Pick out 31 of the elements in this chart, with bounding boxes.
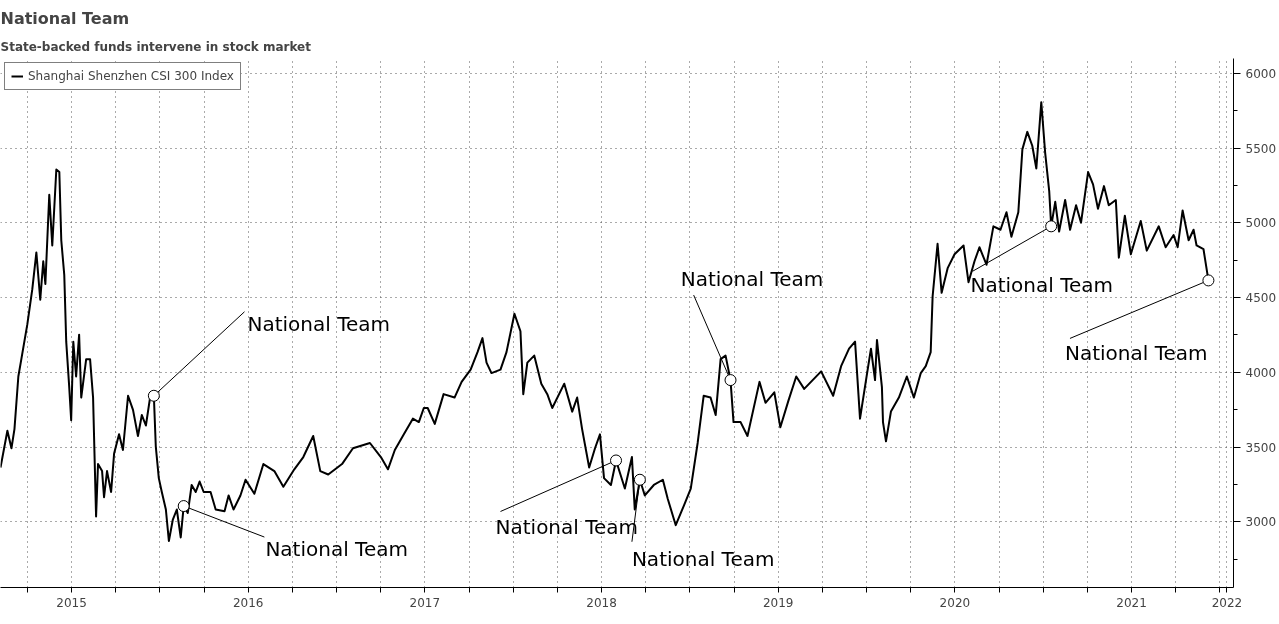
y-tick-label: 3000 <box>1245 515 1277 530</box>
annotation: National Team <box>1064 341 1208 366</box>
point <box>633 473 646 486</box>
point <box>610 454 623 467</box>
x-tick-label: 2017 <box>409 595 441 610</box>
point <box>147 389 160 402</box>
annotation: National Team <box>680 267 824 292</box>
y-tick-label: 5000 <box>1245 216 1277 231</box>
y-tick-label: 3500 <box>1245 440 1277 455</box>
x-tick-label: 2022 <box>1211 595 1243 610</box>
y-tick-label: 5500 <box>1245 141 1277 156</box>
y-tick-label: 4000 <box>1245 365 1277 380</box>
point <box>177 500 190 513</box>
legend-label: Shanghai Shenzhen CSI 300 Index <box>28 69 234 83</box>
annotation: National Team <box>247 311 391 336</box>
x-tick-label: 2018 <box>586 595 617 610</box>
annotation: National Team <box>631 546 775 571</box>
chart-subtitle: State-backed funds intervene in stock market <box>0 39 312 54</box>
chart-title: National Team <box>0 8 130 28</box>
y-tick-label: 6000 <box>1245 66 1277 81</box>
annotation: National Team <box>265 537 408 562</box>
point <box>1045 220 1058 233</box>
point <box>724 374 737 387</box>
x-tick-label: 2015 <box>56 595 87 610</box>
x-tick-label: 2020 <box>939 595 971 610</box>
y-tick-label: 4500 <box>1245 291 1277 306</box>
x-tick-label: 2016 <box>232 595 264 610</box>
annotation: National Team <box>970 273 1114 298</box>
x-tick-label: 2019 <box>762 595 794 610</box>
x-tick-label: 2021 <box>1116 595 1147 610</box>
point <box>1202 274 1215 287</box>
